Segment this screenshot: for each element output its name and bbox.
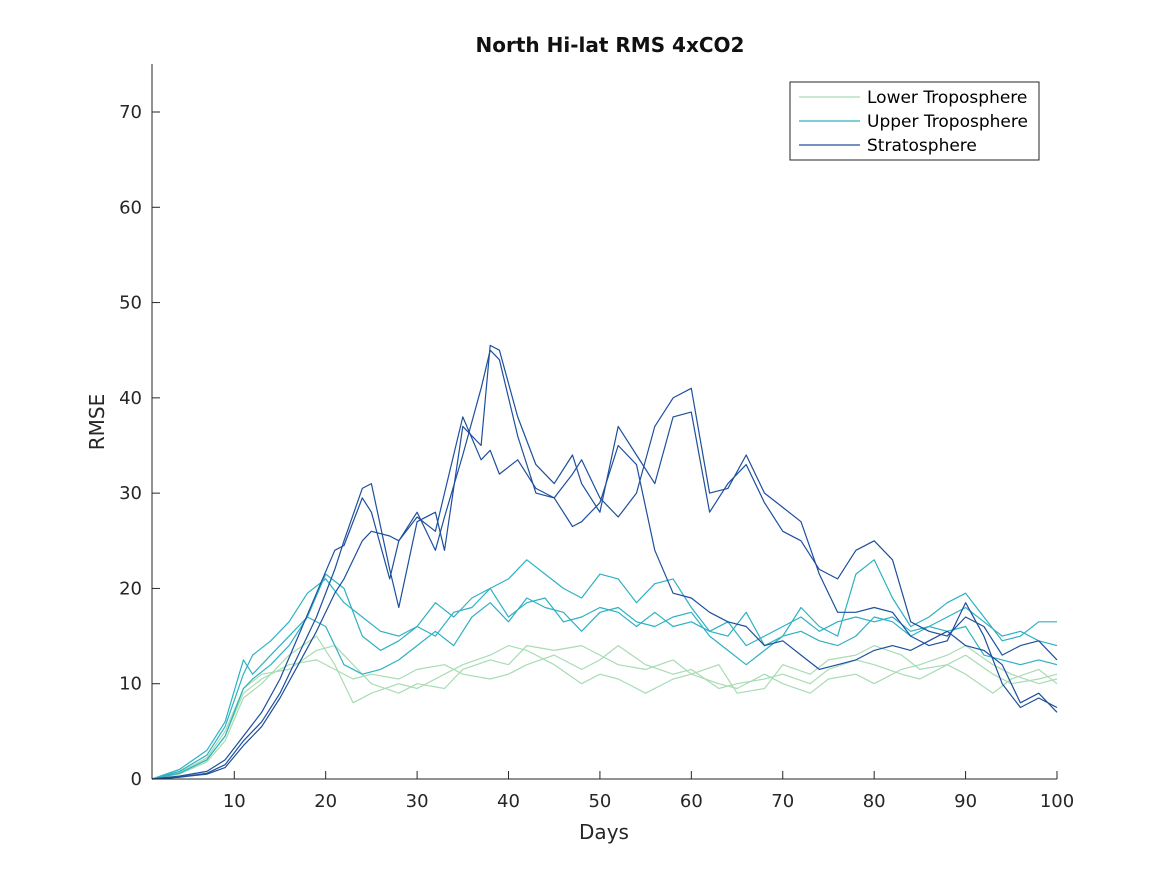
legend-entry-upper-troposphere: Upper Troposphere — [799, 112, 1028, 132]
y-tick-label: 0 — [131, 769, 142, 790]
series-line-2 — [151, 635, 1058, 780]
axes-layer — [151, 64, 1057, 780]
y-tick-label: 30 — [119, 483, 142, 504]
x-tick-label: 70 — [771, 791, 794, 812]
series-line-6 — [151, 597, 1058, 780]
y-tick-label: 10 — [119, 674, 142, 695]
x-axis-label: Days — [579, 820, 629, 844]
x-tick-label: 20 — [314, 791, 337, 812]
legend-label-lower-troposphere: Lower Troposphere — [867, 88, 1027, 108]
y-tick-label: 40 — [119, 388, 142, 409]
series-line-9 — [151, 349, 1058, 780]
series-line-1 — [151, 644, 1058, 780]
x-tick-label: 80 — [863, 791, 886, 812]
legend-entry-stratosphere: Stratosphere — [799, 136, 977, 156]
legend-label-upper-troposphere: Upper Troposphere — [867, 112, 1028, 132]
legend-label-stratosphere: Stratosphere — [867, 136, 977, 156]
x-tick-label: 10 — [223, 791, 246, 812]
x-tick-label: 60 — [680, 791, 703, 812]
x-tick-label: 30 — [406, 791, 429, 812]
x-tick-label: 100 — [1040, 791, 1074, 812]
legend-entry-lower-troposphere: Lower Troposphere — [799, 88, 1027, 108]
y-tick-label: 50 — [119, 293, 142, 314]
y-tick-label: 20 — [119, 578, 142, 599]
series-line-3 — [151, 644, 1058, 780]
x-ticks: 10 20 30 40 50 60 70 80 90 100 — [223, 771, 1074, 812]
y-tick-label: 60 — [119, 197, 142, 218]
chart-title: North Hi-lat RMS 4xCO2 — [476, 33, 745, 57]
series-line-7 — [151, 344, 1058, 780]
y-ticks: 0 10 20 30 40 50 60 70 — [119, 102, 160, 790]
x-tick-label: 90 — [954, 791, 977, 812]
y-axis-label: RMSE — [85, 394, 109, 450]
series-line-5 — [151, 559, 1057, 780]
x-tick-label: 50 — [588, 791, 611, 812]
legend: Lower Troposphere Upper Troposphere Stra… — [789, 81, 1040, 161]
x-tick-label: 40 — [497, 791, 520, 812]
y-tick-label: 70 — [119, 102, 142, 123]
series-layer — [151, 344, 1058, 780]
series-line-8 — [151, 416, 1058, 780]
